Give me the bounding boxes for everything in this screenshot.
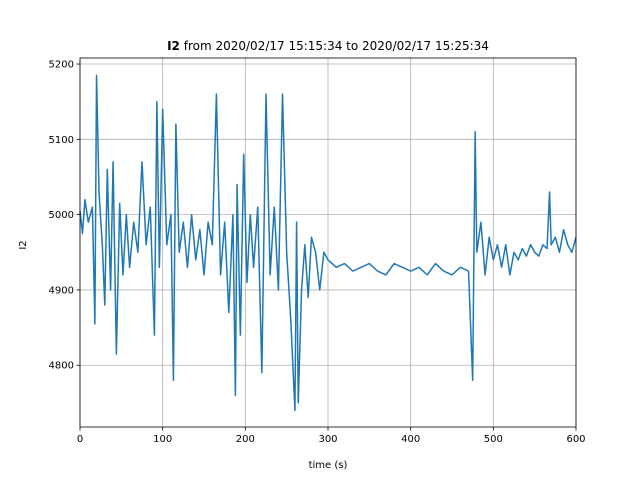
chart-title: I2 from 2020/02/17 15:15:34 to 2020/02/1… [167,39,489,53]
y-tick-label: 5000 [49,210,74,221]
x-tick-label: 200 [236,434,255,445]
chart-title-bold: I2 [167,39,180,53]
y-axis-label: I2 [18,240,29,249]
y-tick-label: 5200 [49,60,74,71]
x-tick-label: 0 [77,434,83,445]
x-tick-label: 400 [401,434,420,445]
x-axis: 0 100 200 300 400 500 600 [77,427,586,445]
chart-title-rest: from 2020/02/17 15:15:34 to 2020/02/17 1… [180,39,489,53]
y-axis: 4800 4900 5000 5100 5200 [49,60,80,372]
series-group [79,74,577,412]
x-tick-label: 100 [153,434,172,445]
x-tick-label: 500 [484,434,503,445]
y-tick-label: 4900 [49,285,74,296]
y-tick-label: 4800 [49,361,74,372]
series-line [79,74,577,412]
x-tick-label: 300 [318,434,337,445]
x-axis-label: time (s) [309,460,348,471]
y-tick-label: 5100 [49,135,74,146]
x-tick-label: 600 [566,434,585,445]
